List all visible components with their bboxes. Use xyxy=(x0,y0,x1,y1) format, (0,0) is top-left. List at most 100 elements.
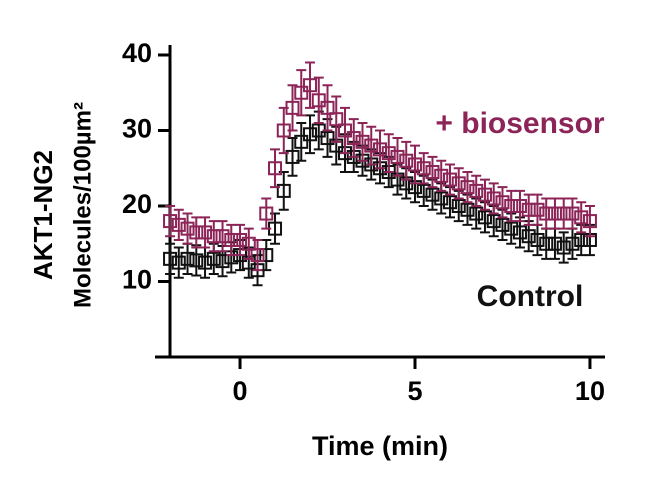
error-bar xyxy=(436,159,447,192)
error-bar xyxy=(278,171,289,211)
marker xyxy=(495,217,510,232)
marker xyxy=(451,199,466,213)
marker xyxy=(530,232,545,247)
error-bar xyxy=(366,125,377,166)
error-bar xyxy=(261,197,272,230)
error-bar xyxy=(305,61,316,109)
marker xyxy=(311,93,326,108)
marker xyxy=(241,236,256,251)
error-bar xyxy=(340,106,351,155)
marker xyxy=(486,214,501,229)
marker xyxy=(565,206,580,221)
marker xyxy=(259,248,274,263)
error-bar xyxy=(173,208,184,241)
marker xyxy=(320,100,335,115)
error-bar xyxy=(567,197,578,230)
marker xyxy=(416,183,431,198)
marker xyxy=(556,240,571,255)
marker xyxy=(477,187,492,202)
error-bar xyxy=(514,189,525,223)
error-bar xyxy=(182,212,193,245)
marker xyxy=(180,251,195,266)
y-tick-label: 40 xyxy=(122,38,152,68)
marker xyxy=(215,229,230,244)
error-bar xyxy=(235,223,246,257)
marker xyxy=(303,78,318,93)
series-label: + biosensor xyxy=(435,107,605,140)
marker xyxy=(381,146,396,161)
error-bar xyxy=(287,84,298,132)
y-tick-label: 20 xyxy=(122,189,152,219)
error-bar xyxy=(392,137,403,177)
y-tick-label: 10 xyxy=(122,265,152,295)
error-bar xyxy=(558,231,569,264)
error-bar xyxy=(331,95,342,143)
error-bar xyxy=(444,163,455,196)
error-bar xyxy=(576,201,587,234)
y-axis-label: Molecules/100µm² xyxy=(69,102,96,308)
error-bar xyxy=(226,223,237,257)
marker xyxy=(574,210,589,225)
error-bar xyxy=(541,197,552,230)
error-bar xyxy=(471,174,482,207)
x-tick-label: 5 xyxy=(407,376,422,406)
marker xyxy=(189,225,204,240)
marker xyxy=(163,251,178,266)
error-bar xyxy=(322,84,333,132)
marker xyxy=(171,217,186,232)
error-bar xyxy=(296,121,307,162)
marker xyxy=(189,253,204,268)
marker xyxy=(285,100,300,115)
error-bar xyxy=(252,238,263,272)
marker xyxy=(521,229,536,244)
error-bar xyxy=(409,144,420,185)
marker xyxy=(460,202,475,217)
marker xyxy=(425,165,440,180)
error-bar xyxy=(488,182,499,215)
error-bar xyxy=(418,152,429,185)
marker xyxy=(224,232,239,247)
marker xyxy=(565,236,580,251)
error-bar xyxy=(523,193,534,226)
marker xyxy=(574,232,589,247)
error-bar xyxy=(462,171,473,204)
marker xyxy=(294,85,309,100)
error-bar xyxy=(217,220,228,253)
marker xyxy=(206,251,221,266)
marker xyxy=(539,236,554,251)
marker xyxy=(259,206,274,221)
error-bar xyxy=(375,129,385,170)
series-label: Control xyxy=(477,280,584,313)
error-bar xyxy=(270,148,281,189)
error-bar xyxy=(348,118,359,158)
marker xyxy=(294,134,309,149)
error-bar xyxy=(305,114,316,155)
error-bar xyxy=(165,205,176,238)
marker xyxy=(442,195,457,210)
error-bar xyxy=(313,76,324,124)
marker xyxy=(233,232,248,247)
marker xyxy=(198,225,213,240)
marker xyxy=(434,191,449,206)
marker xyxy=(539,206,554,221)
marker xyxy=(329,112,344,127)
error-bar xyxy=(191,216,202,249)
marker xyxy=(512,199,527,213)
marker xyxy=(416,161,431,176)
marker xyxy=(399,153,414,168)
error-bar xyxy=(261,238,272,272)
marker xyxy=(556,206,571,221)
y-axis-label: AKT1-NG2 xyxy=(28,150,58,280)
error-bar xyxy=(453,167,464,200)
y-tick-label: 30 xyxy=(122,114,152,144)
marker xyxy=(198,255,213,270)
error-bar xyxy=(173,246,184,279)
marker xyxy=(442,172,457,187)
marker xyxy=(180,221,195,236)
marker xyxy=(434,168,449,183)
marker xyxy=(469,183,484,198)
marker xyxy=(460,180,475,195)
error-bar xyxy=(532,193,543,226)
marker xyxy=(521,202,536,217)
marker xyxy=(390,149,405,164)
